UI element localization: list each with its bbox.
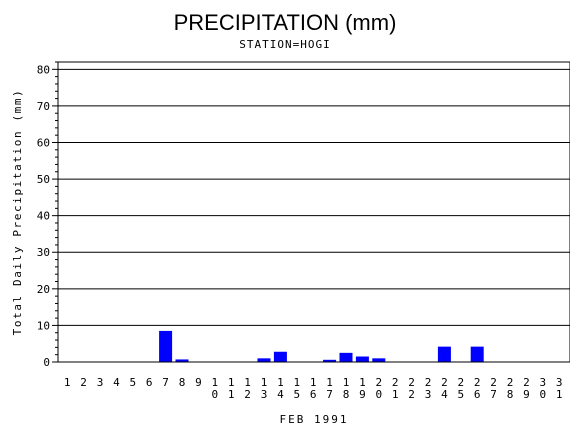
x-tick-label: 5 [129,376,136,389]
x-tick-label: 4 [113,376,120,389]
bars [159,330,484,362]
y-axis-ticks: 0 10 20 30 40 50 60 70 80 [37,61,58,369]
x-tick-label: 1 [64,376,71,389]
x-tick-label: 3 [97,376,104,389]
bar-day-14 [273,351,287,362]
bar-day-18 [339,352,353,362]
y-tick-label: 80 [37,63,50,76]
x-axis-ticks: 1 2 3 4 5 6 7 8 9 1 01 11 21 31 41 51 61 71 81 92 02 12 22 32 42… [64,376,563,401]
x-tick-label: 8 [179,376,186,389]
grid-lines [58,68,570,363]
y-tick-label: 70 [37,100,50,113]
y-tick-label: 0 [43,356,50,369]
y-tick-label: 60 [37,136,50,149]
bar-day-26 [470,346,484,362]
y-tick-label: 40 [37,210,50,223]
chart-title: PRECIPITATION (mm) [174,10,397,35]
y-tick-label: 10 [37,319,50,332]
bar-day-17 [323,359,337,362]
y-tick-label: 50 [37,173,50,186]
y-tick-label: 20 [37,283,50,296]
y-tick-label: 30 [37,246,50,259]
bar-day-8 [175,359,189,362]
plot-frame [57,61,570,363]
x-tick-label: 6 [146,376,153,389]
bar-day-13 [257,358,271,362]
y-axis-label: Total Daily Precipitation (mm) [11,89,24,336]
bar-day-7 [159,330,173,362]
x-tick-label: 7 [162,376,169,389]
chart-subtitle: STATION=HOGI [239,38,330,51]
bar-day-24 [437,346,451,362]
x-tick-label: 2 [80,376,87,389]
x-tick-label: 9 [195,376,202,389]
x-axis-label: FEB 1991 [280,413,349,426]
bar-day-20 [372,358,386,362]
bar-day-19 [355,356,369,362]
